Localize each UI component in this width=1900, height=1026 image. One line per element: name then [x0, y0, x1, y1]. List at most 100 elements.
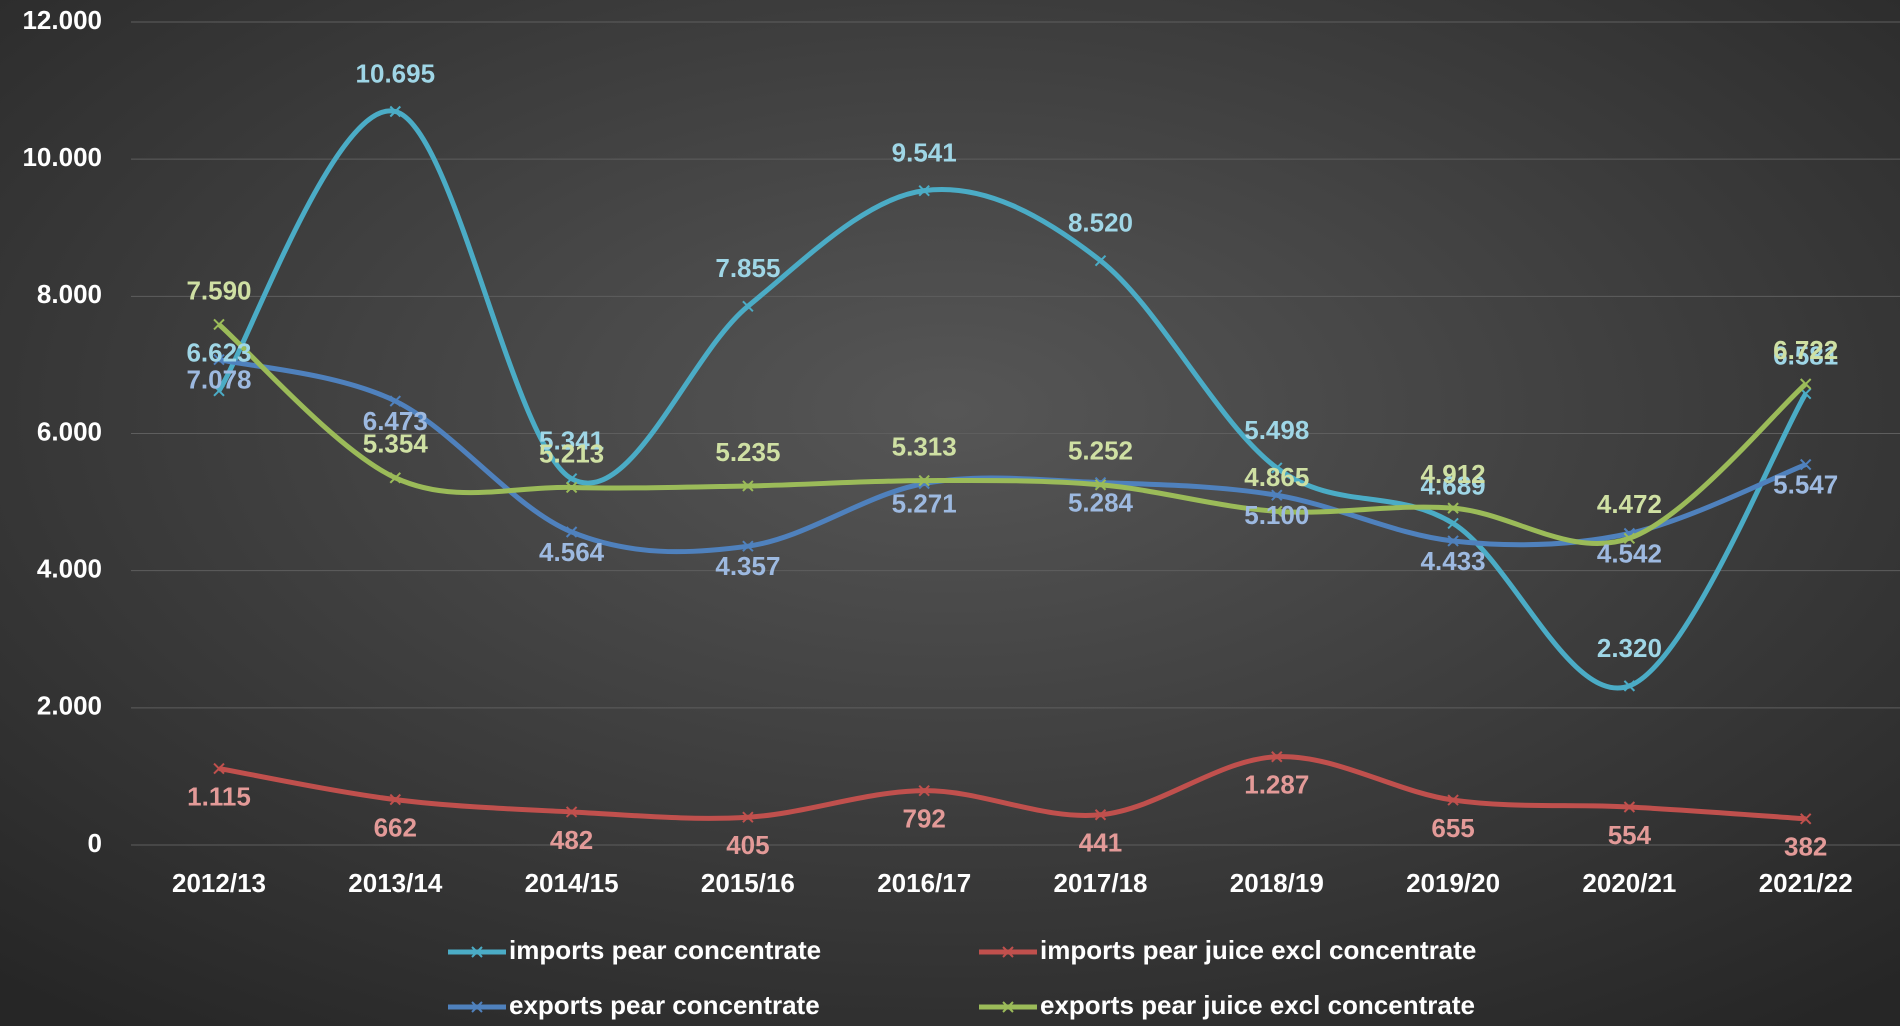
y-tick-label: 10.000 — [22, 142, 102, 172]
point-marker — [1271, 505, 1283, 518]
point-marker — [742, 480, 754, 492]
legend-marker — [471, 1001, 483, 1013]
point-marker — [389, 105, 402, 118]
data-label: 8.520 — [1068, 208, 1133, 238]
point-marker — [213, 385, 225, 397]
point-marker — [918, 784, 930, 797]
data-label: 2.320 — [1597, 633, 1662, 663]
x-tick-label: 2019/20 — [1406, 868, 1500, 898]
data-label: 9.541 — [892, 138, 957, 168]
point-marker — [1271, 751, 1283, 763]
point-marker — [742, 540, 754, 552]
x-tick-label: 2020/21 — [1582, 868, 1676, 898]
data-label: 792 — [903, 804, 946, 834]
point-marker — [389, 472, 402, 484]
data-label: 6.581 — [1773, 341, 1838, 371]
legend-label: imports pear concentrate — [509, 935, 821, 965]
point-marker — [918, 474, 930, 487]
data-label: 4.433 — [1421, 546, 1486, 576]
point-marker — [213, 353, 225, 366]
x-tick-label: 2017/18 — [1054, 868, 1148, 898]
data-label: 10.695 — [356, 58, 436, 88]
data-label: 5.547 — [1773, 469, 1838, 499]
data-label: 5.498 — [1244, 415, 1309, 445]
series-line — [217, 322, 1808, 547]
data-label: 382 — [1784, 832, 1827, 862]
point-marker — [1799, 458, 1812, 471]
point-marker — [565, 806, 578, 818]
data-label: 7.590 — [186, 275, 251, 305]
point-marker — [1623, 532, 1636, 545]
series-line — [218, 357, 1807, 555]
point-marker — [742, 811, 754, 823]
x-tick-label: 2012/13 — [172, 868, 266, 898]
data-label: 5.313 — [892, 431, 957, 461]
point-marker — [1094, 479, 1107, 491]
legend-marker — [1002, 1001, 1014, 1013]
point-marker — [1447, 794, 1459, 806]
data-label: 4.689 — [1421, 470, 1486, 500]
x-tick-label: 2013/14 — [348, 868, 443, 898]
point-marker — [1447, 517, 1459, 530]
legend-marker — [471, 946, 483, 958]
series-line — [218, 754, 1806, 822]
point-marker — [1623, 680, 1636, 692]
x-tick-label: 2016/17 — [877, 868, 971, 898]
point-marker — [1447, 502, 1459, 514]
y-tick-label: 0 — [88, 828, 102, 858]
data-label: 655 — [1431, 813, 1474, 843]
x-tick-label: 2015/16 — [701, 868, 795, 898]
data-label: 4.564 — [539, 537, 605, 567]
data-label: 5.354 — [363, 429, 429, 459]
point-marker — [389, 793, 402, 806]
point-marker — [213, 762, 225, 775]
series-line — [216, 108, 1808, 691]
point-marker — [1094, 254, 1107, 267]
y-tick-label: 8.000 — [37, 279, 102, 309]
y-tick-label: 12.000 — [22, 5, 102, 35]
data-label: 5.284 — [1068, 487, 1134, 517]
data-label: 1.287 — [1244, 770, 1309, 800]
data-label: 6.623 — [186, 338, 251, 368]
point-marker — [1799, 378, 1812, 390]
point-marker — [389, 395, 402, 407]
point-marker — [565, 481, 578, 494]
point-marker — [213, 318, 225, 331]
point-marker — [1271, 462, 1283, 474]
y-tick-label: 2.000 — [37, 691, 102, 721]
data-label: 5.213 — [539, 438, 604, 468]
legend-label: exports pear concentrate — [509, 990, 820, 1020]
data-label: 1.115 — [187, 781, 251, 811]
data-label: 6.473 — [363, 406, 428, 436]
data-label: 4.865 — [1244, 462, 1309, 492]
data-label: 441 — [1079, 828, 1122, 858]
data-label: 554 — [1608, 820, 1652, 850]
legend-marker — [1002, 946, 1014, 958]
point-marker — [1799, 813, 1812, 825]
data-label: 4.912 — [1421, 459, 1486, 489]
point-marker — [742, 300, 754, 312]
x-tick-label: 2021/22 — [1759, 868, 1853, 898]
data-label: 482 — [550, 825, 593, 855]
point-marker — [1271, 489, 1283, 501]
point-marker — [565, 526, 578, 538]
y-tick-label: 6.000 — [37, 416, 102, 446]
point-marker — [565, 472, 578, 485]
point-marker — [1447, 535, 1459, 547]
x-tick-label: 2018/19 — [1230, 868, 1324, 898]
data-label: 4.357 — [715, 551, 780, 581]
data-label: 662 — [374, 812, 417, 842]
legend-label: exports pear juice excl concentrate — [1040, 990, 1475, 1020]
legend-label: imports pear juice excl concentrate — [1040, 935, 1476, 965]
data-label: 5.341 — [539, 426, 604, 456]
data-label: 7.078 — [186, 364, 251, 394]
point-marker — [1094, 809, 1107, 821]
x-tick-label: 2014/15 — [525, 868, 619, 898]
point-marker — [918, 184, 930, 197]
data-label: 6.722 — [1773, 335, 1838, 365]
data-label: 4.542 — [1597, 538, 1662, 568]
data-label: 5.252 — [1068, 436, 1133, 466]
data-label: 5.100 — [1244, 500, 1309, 530]
